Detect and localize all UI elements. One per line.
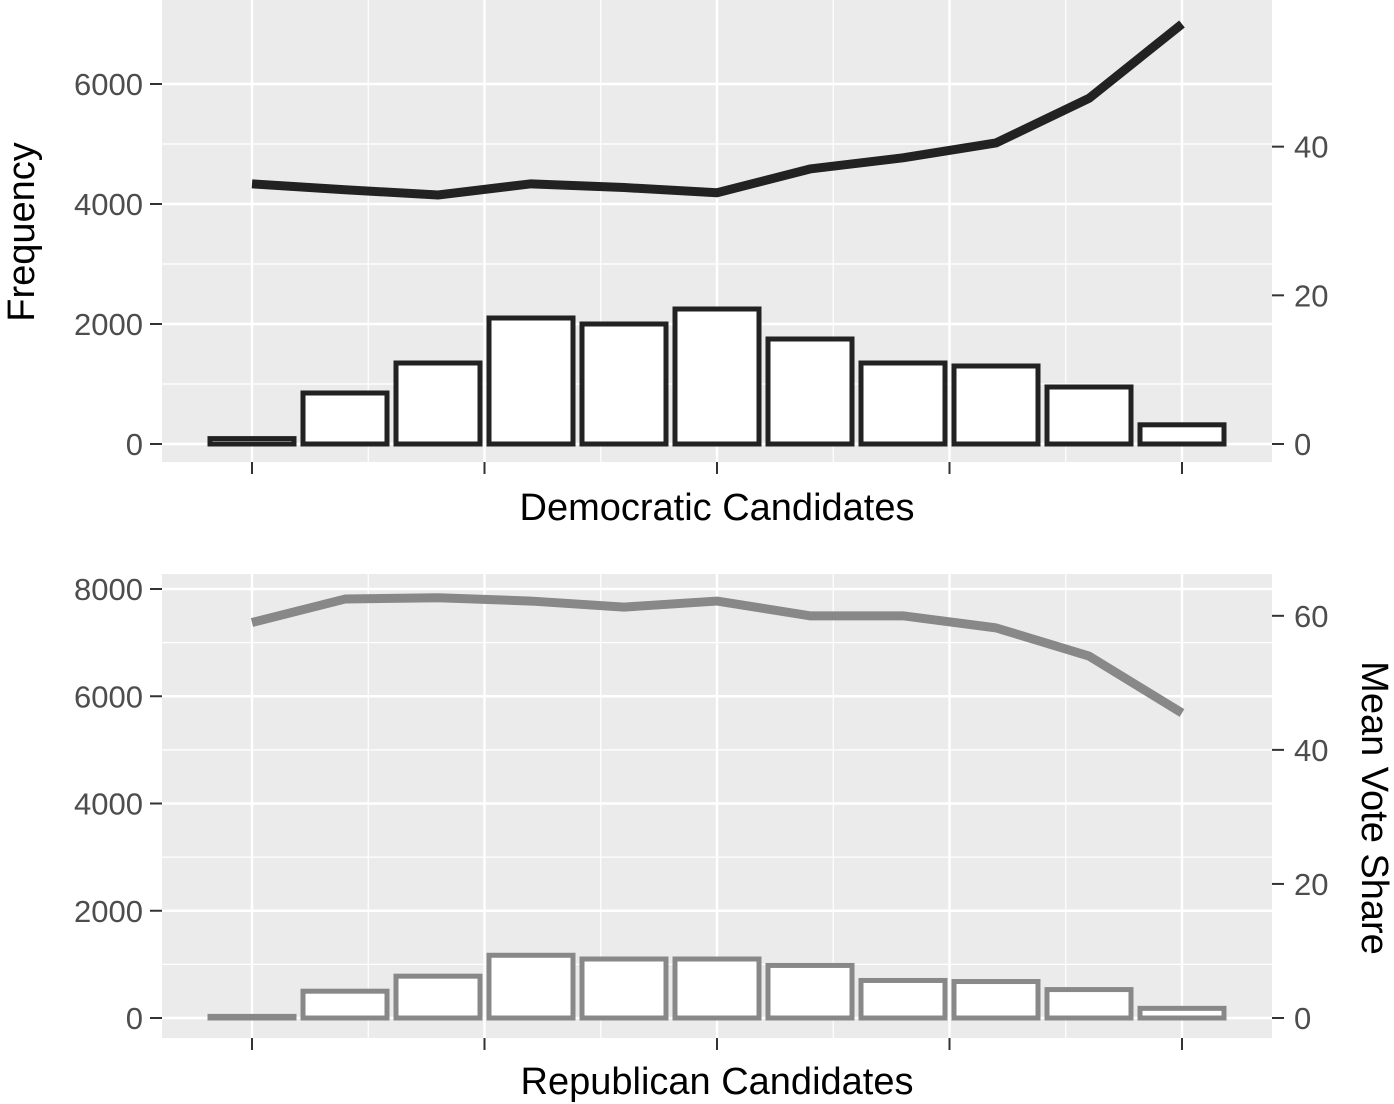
histogram-bar (951, 363, 1041, 447)
histogram-bar (858, 360, 948, 447)
histogram-bar (486, 952, 576, 1021)
right-axis-tick-label: 40 (1294, 733, 1328, 768)
histogram-bar (207, 1013, 297, 1021)
histogram-bar (765, 336, 855, 447)
histogram-bar (579, 956, 669, 1021)
left-axis-tick-label: 8000 (74, 572, 143, 607)
right-axis-tick-label: 60 (1294, 599, 1328, 634)
histogram-bar (207, 436, 297, 447)
histogram-bar (486, 315, 576, 447)
histogram-bar (393, 360, 483, 447)
left-axis-tick-label: 4000 (74, 787, 143, 822)
right-axis-tick-label: 0 (1294, 1001, 1311, 1036)
right-axis-tick-label: 20 (1294, 278, 1328, 313)
histogram-bar (672, 956, 762, 1021)
histogram-bar (1137, 422, 1227, 447)
left-axis-tick-label: 4000 (74, 187, 143, 222)
histogram-bar (765, 962, 855, 1021)
republican-panel: 0 2000 4000 6000 8000 0 20 40 60 Republican Candi… (74, 572, 1328, 1103)
left-axis-tick-label: 0 (126, 1001, 143, 1036)
mean-vote-share-line (251, 20, 1185, 200)
left-axis-tick-label: 6000 (74, 67, 143, 102)
histogram-bar (1137, 1005, 1227, 1021)
histogram-bar (393, 973, 483, 1021)
right-axis-tick-label: 20 (1294, 867, 1328, 902)
histogram-bar (579, 321, 669, 447)
histogram-bar (951, 979, 1041, 1021)
histogram-bar (672, 306, 762, 447)
right-axis-tick-label: 0 (1294, 427, 1311, 462)
right-axis-title: Mean Vote Share (1353, 661, 1394, 955)
histogram-bar (1044, 384, 1134, 447)
left-axis-tick-label: 6000 (74, 679, 143, 714)
left-axis-tick-label: 2000 (74, 307, 143, 342)
x-axis-title: Democratic Candidates (520, 487, 915, 529)
histogram-bar (300, 988, 390, 1021)
histogram-bar (858, 977, 948, 1021)
left-axis-title: Frequency (1, 142, 43, 322)
x-axis-title: Republican Candidates (521, 1061, 914, 1103)
left-axis-tick-label: 2000 (74, 894, 143, 929)
histogram-bar (300, 390, 390, 447)
mean-vote-share-line (250, 593, 1185, 717)
democratic-panel: 0 2000 4000 6000 0 20 40 Democratic Candidates (74, 0, 1328, 529)
right-axis-tick-label: 40 (1294, 130, 1328, 165)
left-axis-tick-label: 0 (126, 427, 143, 462)
histogram-bar (1044, 987, 1134, 1021)
